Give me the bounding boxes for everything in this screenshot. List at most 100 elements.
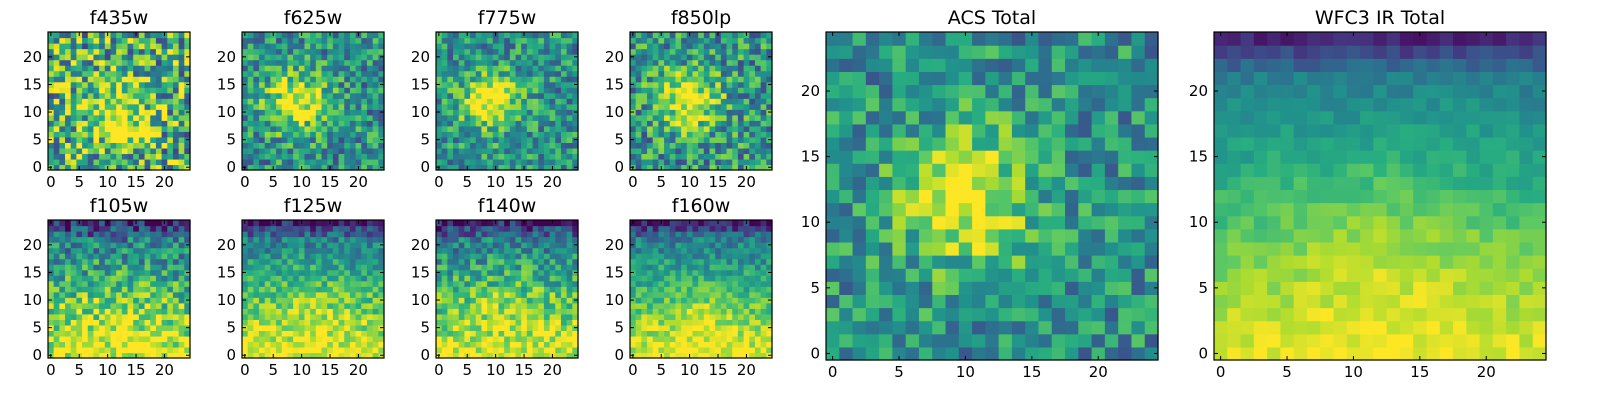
heatmap-cell — [127, 231, 134, 238]
heatmap-cell — [70, 346, 77, 354]
heatmap-cell — [675, 70, 682, 77]
heatmap-cell — [161, 341, 168, 348]
heatmap-cell — [566, 330, 573, 337]
heatmap-cell — [59, 158, 66, 166]
heatmap-cell — [458, 275, 465, 282]
heatmap-cell — [281, 54, 289, 61]
heatmap-cell — [327, 131, 334, 138]
heatmap-cell — [475, 43, 483, 50]
heatmap-cell — [172, 225, 180, 232]
heatmap-cell — [155, 92, 163, 99]
heatmap-cell — [515, 291, 522, 298]
heatmap-cell — [70, 264, 77, 271]
heatmap-cell — [116, 247, 123, 254]
heatmap-cell — [76, 231, 83, 238]
heatmap-cell — [475, 158, 483, 166]
heatmap-cell — [675, 87, 682, 94]
heatmap-cell — [766, 76, 773, 83]
heatmap-cell — [93, 264, 100, 271]
heatmap-cell — [338, 76, 345, 83]
heatmap-cell — [436, 98, 443, 105]
heatmap-cell — [526, 247, 534, 254]
heatmap-cell — [453, 225, 460, 232]
heatmap-cell — [70, 341, 77, 348]
heatmap-cell — [70, 324, 77, 331]
heatmap-cell — [332, 120, 340, 127]
heatmap-cell — [572, 158, 579, 166]
heatmap-cell — [669, 286, 677, 293]
heatmap-cell — [304, 236, 311, 243]
heatmap-cell — [70, 253, 77, 260]
heatmap-cell — [641, 114, 648, 121]
heatmap-cell — [372, 341, 379, 348]
heatmap-cell — [538, 59, 545, 66]
heatmap-cell — [732, 324, 739, 331]
heatmap-cell — [276, 220, 283, 227]
heatmap-cell — [70, 114, 77, 121]
heatmap-cell — [366, 37, 374, 44]
heatmap-cell — [82, 92, 89, 99]
heatmap-cell — [155, 65, 163, 72]
heatmap-cell — [681, 142, 688, 149]
heatmap-cell — [287, 231, 294, 238]
heatmap-cell — [133, 286, 140, 293]
heatmap-cell — [635, 92, 642, 99]
heatmap-cell — [161, 76, 168, 83]
heatmap-cell — [70, 125, 77, 132]
heatmap-cell — [498, 242, 505, 249]
heatmap-cell — [304, 48, 311, 55]
x-tick-label: 5 — [268, 361, 278, 379]
heatmap-cell — [87, 280, 95, 287]
heatmap-cell — [53, 142, 60, 149]
heatmap-cell — [298, 153, 306, 160]
heatmap-cell — [144, 220, 151, 227]
heatmap-cell — [732, 330, 739, 337]
heatmap-cell — [509, 48, 517, 55]
heatmap-cell — [504, 142, 511, 149]
heatmap-cell — [481, 109, 488, 116]
heatmap-cell — [760, 48, 767, 55]
heatmap-cell — [321, 346, 328, 354]
heatmap-cell — [70, 269, 77, 276]
heatmap-cell — [287, 335, 294, 343]
heatmap-cell — [338, 131, 345, 138]
heatmap-cell — [253, 264, 260, 271]
heatmap-cell — [116, 76, 123, 83]
heatmap-cell — [327, 59, 334, 66]
heatmap-cell — [372, 59, 379, 66]
heatmap-cell — [104, 330, 112, 337]
heatmap-cell — [304, 164, 311, 171]
heatmap-cell — [150, 142, 157, 149]
heatmap-cell — [276, 120, 283, 127]
heatmap-cell — [104, 98, 112, 105]
heatmap-cell — [675, 341, 682, 348]
heatmap-cell — [760, 308, 767, 315]
heatmap-cell — [647, 109, 654, 116]
heatmap-cell — [372, 48, 379, 55]
heatmap-cell — [104, 335, 112, 343]
heatmap-cell — [630, 114, 637, 121]
heatmap-cell — [487, 253, 494, 260]
heatmap-cell — [635, 114, 642, 121]
heatmap-cell — [344, 158, 351, 166]
heatmap-cell — [515, 352, 522, 359]
heatmap-cell — [560, 264, 568, 271]
heatmap-cell — [504, 120, 511, 127]
heatmap-cell — [87, 220, 95, 227]
heatmap-cell — [635, 319, 642, 326]
heatmap-cell — [315, 313, 323, 320]
heatmap-cell — [87, 131, 95, 138]
heatmap-cell — [99, 297, 106, 304]
heatmap-cell — [338, 43, 345, 50]
y-tick-label: 20 — [411, 48, 430, 66]
heatmap-cell — [87, 54, 95, 61]
heatmap-cell — [144, 346, 151, 354]
heatmap-cell — [287, 264, 294, 271]
heatmap-cell — [669, 81, 677, 88]
heatmap-cell — [161, 324, 168, 331]
heatmap-cell — [658, 65, 665, 72]
heatmap-cell — [178, 269, 185, 276]
heatmap-cell — [372, 324, 379, 331]
heatmap-cell — [144, 109, 151, 116]
heatmap-cell — [647, 114, 654, 121]
